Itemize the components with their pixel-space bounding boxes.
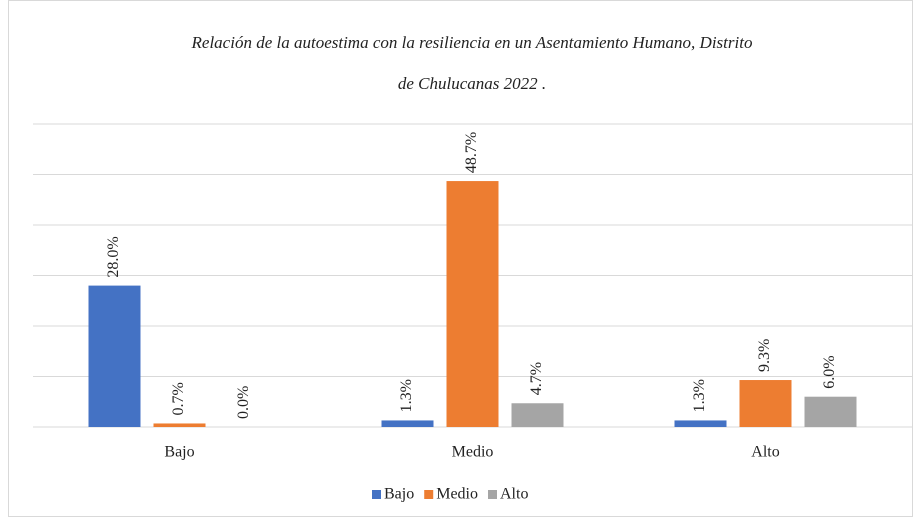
legend-label: Medio <box>436 486 478 503</box>
bar <box>88 285 141 427</box>
x-tick-label: Bajo <box>164 444 194 461</box>
bar <box>674 420 727 427</box>
bar <box>446 181 499 427</box>
data-label: 6.0% <box>821 355 838 388</box>
legend-swatch <box>424 490 434 499</box>
bar <box>511 403 564 427</box>
bar <box>153 423 206 427</box>
data-label: 1.3% <box>398 379 415 412</box>
data-label: 0.7% <box>170 382 187 415</box>
bar <box>739 380 792 427</box>
legend-label: Alto <box>500 486 528 503</box>
chart-title: Relación de la autoestima con la resilie… <box>191 33 753 52</box>
bar <box>804 396 857 427</box>
x-tick-label: Alto <box>751 444 779 461</box>
data-label: 4.7% <box>528 362 545 395</box>
data-label: 0.0% <box>235 386 252 419</box>
x-tick-label: Medio <box>452 444 494 461</box>
data-label: 9.3% <box>756 339 773 372</box>
legend-swatch <box>372 490 381 499</box>
data-label: 48.7% <box>463 132 480 173</box>
legend-swatch <box>488 490 497 499</box>
legend-label: Bajo <box>384 486 414 503</box>
data-label: 28.0% <box>105 236 122 277</box>
data-label: 1.3% <box>691 379 708 412</box>
chart-title: de Chulucanas 2022 . <box>398 74 546 93</box>
bar <box>381 420 434 427</box>
